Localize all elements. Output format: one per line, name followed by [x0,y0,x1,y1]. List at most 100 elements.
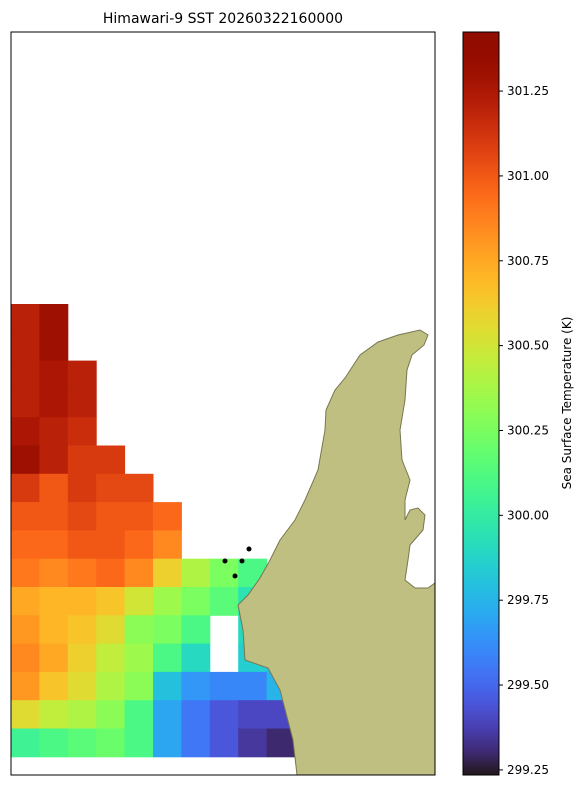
sst-cell [67,728,97,758]
sst-cell [124,671,154,701]
sst-cell [67,700,97,729]
sst-cell [67,671,97,701]
sst-cell [96,615,126,645]
sst-cell [153,530,182,560]
sst-cell [39,700,69,729]
sst-cell [124,587,154,616]
marker [222,558,228,564]
sst-cell [39,643,69,673]
sst-cell [96,530,126,560]
sst-cell [181,587,211,616]
sst-cell [181,558,211,588]
sst-cell [181,728,211,758]
sst-cell [209,587,239,616]
sst-cell [39,615,69,645]
sst-cell [124,558,154,588]
sst-cell [39,388,69,418]
sst-cell [67,615,97,645]
colorbar-tick-label: 300.50 [507,339,549,353]
colorbar-axis: 299.25 299.50 299.75 300.00 300.25 300.50 300.… [499,84,549,777]
sst-cell [67,473,97,503]
sst-cell [153,643,182,673]
sst-cell [11,558,40,588]
sst-cell [39,530,69,560]
sst-cell [11,671,40,701]
sst-cell [11,417,40,446]
sst-cell [124,530,154,560]
sst-cell [96,473,126,503]
sst-cell [67,643,97,673]
colorbar-tick-label: 300.75 [507,254,549,268]
sst-cell [96,445,126,475]
sst-cell [11,388,40,418]
colorbar-tick-label: 300.25 [507,423,549,437]
sst-cell [67,360,97,390]
sst-cell [67,445,97,475]
colorbar-tick-label: 299.25 [507,763,549,777]
colorbar-label: Sea Surface Temperature (K) [560,317,574,490]
sst-cell [153,700,182,729]
sst-cell [39,473,69,503]
colorbar-tick-label: 300.00 [507,508,549,522]
sst-cell [96,587,126,616]
sst-cell [209,558,239,588]
sst-cell [67,587,97,616]
sst-cell [124,502,154,531]
sst-cell [11,587,40,616]
sst-cell [11,530,40,560]
sst-grid [11,304,296,758]
sst-cell [181,700,211,729]
sst-cell [153,671,182,701]
sst-cell [209,728,239,758]
sst-cell [39,558,69,588]
sst-cell [209,700,239,729]
sst-cell [11,728,40,758]
colorbar [462,31,500,776]
sst-cell [124,615,154,645]
sst-cell [153,728,182,758]
sst-cell [96,728,126,758]
chart-title: Himawari-9 SST 20260322160000 [103,11,343,27]
sst-cell [11,502,40,531]
sst-cell [39,728,69,758]
sst-cell [153,587,182,616]
sst-cell [11,643,40,673]
sst-cell [39,332,69,362]
sst-cell [11,332,40,362]
sst-cell [266,728,296,758]
sst-cell [124,728,154,758]
sst-cell [39,445,69,475]
sst-cell [39,587,69,616]
sst-cell [124,700,154,729]
sst-cell [67,388,97,418]
sst-cell [39,671,69,701]
sst-cell [39,304,69,333]
sst-cell [238,728,268,758]
map-frame [10,31,436,776]
sst-cell [181,615,211,645]
sst-cell [153,558,182,588]
sst-cell [67,558,97,588]
colorbar-tick-label: 299.50 [507,678,549,692]
sst-cell [181,643,211,673]
sst-cell [124,473,154,503]
sst-cell [238,671,268,701]
sst-cell [96,671,126,701]
sst-cell [96,558,126,588]
sst-cell [96,643,126,673]
sst-cell [238,700,268,729]
sst-cell [11,473,40,503]
sst-cell [39,360,69,390]
sst-cell [11,445,40,475]
sst-cell [39,502,69,531]
sst-cell [11,304,40,333]
sst-cell [67,417,97,446]
sst-cell [209,671,239,701]
sst-cell [96,700,126,729]
sst-cell [124,643,154,673]
colorbar-tick-label: 301.25 [507,84,549,98]
sst-cell [96,502,126,531]
sst-cell [153,615,182,645]
colorbar-tick-label: 299.75 [507,593,549,607]
sst-cell [11,615,40,645]
